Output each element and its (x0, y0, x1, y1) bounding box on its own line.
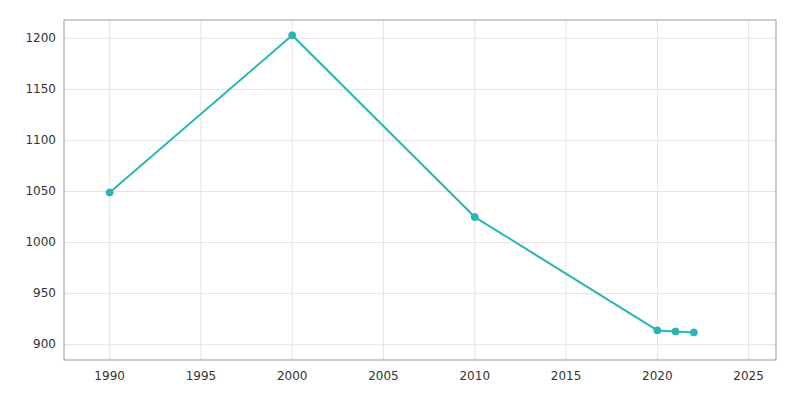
y-tick-label: 1150 (25, 82, 56, 96)
point (690, 329, 697, 336)
x-grid-line (657, 20, 658, 360)
y-grid-line (64, 89, 776, 90)
y-grid-line (64, 191, 776, 192)
point (672, 328, 679, 335)
x-grid-line (474, 20, 475, 360)
x-tick-label: 2015 (551, 369, 582, 383)
point (654, 327, 661, 334)
x-tick-label: 2025 (733, 369, 764, 383)
x-tick-label: 2000 (277, 369, 308, 383)
x-grid-line (200, 20, 201, 360)
y-grid-line (64, 344, 776, 345)
plot-frame (64, 20, 776, 360)
x-grid-line (292, 20, 293, 360)
y-grid-line (64, 293, 776, 294)
y-tick-label: 900 (33, 337, 56, 351)
grid (64, 20, 776, 360)
y-tick-label: 1200 (25, 31, 56, 45)
point (289, 32, 296, 39)
x-grid-line (748, 20, 749, 360)
x-grid-line (383, 20, 384, 360)
y-tick-label: 950 (33, 286, 56, 300)
plot-area (106, 32, 697, 336)
x-tick-label: 1995 (186, 369, 217, 383)
x-tick-label: 2005 (368, 369, 399, 383)
x-grid-line (566, 20, 567, 360)
point (106, 189, 113, 196)
tick-labels: 900 950 1000 1050 1100 1150 1200 1990 1995 2000 20… (25, 31, 763, 383)
y-tick-label: 1050 (25, 184, 56, 198)
x-tick-label: 2020 (642, 369, 673, 383)
y-grid-line (64, 38, 776, 39)
point (471, 214, 478, 221)
chart-svg: 900 950 1000 1050 1100 1150 1200 1990 1995 2000 20… (0, 0, 800, 400)
y-grid-line (64, 242, 776, 243)
page: {"chart_data": {"type": "line", "x": [19… (0, 0, 800, 400)
chart-container: 900 950 1000 1050 1100 1150 1200 1990 1995 2000 20… (0, 0, 800, 400)
y-tick-label: 1100 (25, 133, 56, 147)
x-tick-label: 2010 (459, 369, 490, 383)
line (110, 35, 694, 332)
y-tick-label: 1000 (25, 235, 56, 249)
x-tick-label: 1990 (94, 369, 125, 383)
